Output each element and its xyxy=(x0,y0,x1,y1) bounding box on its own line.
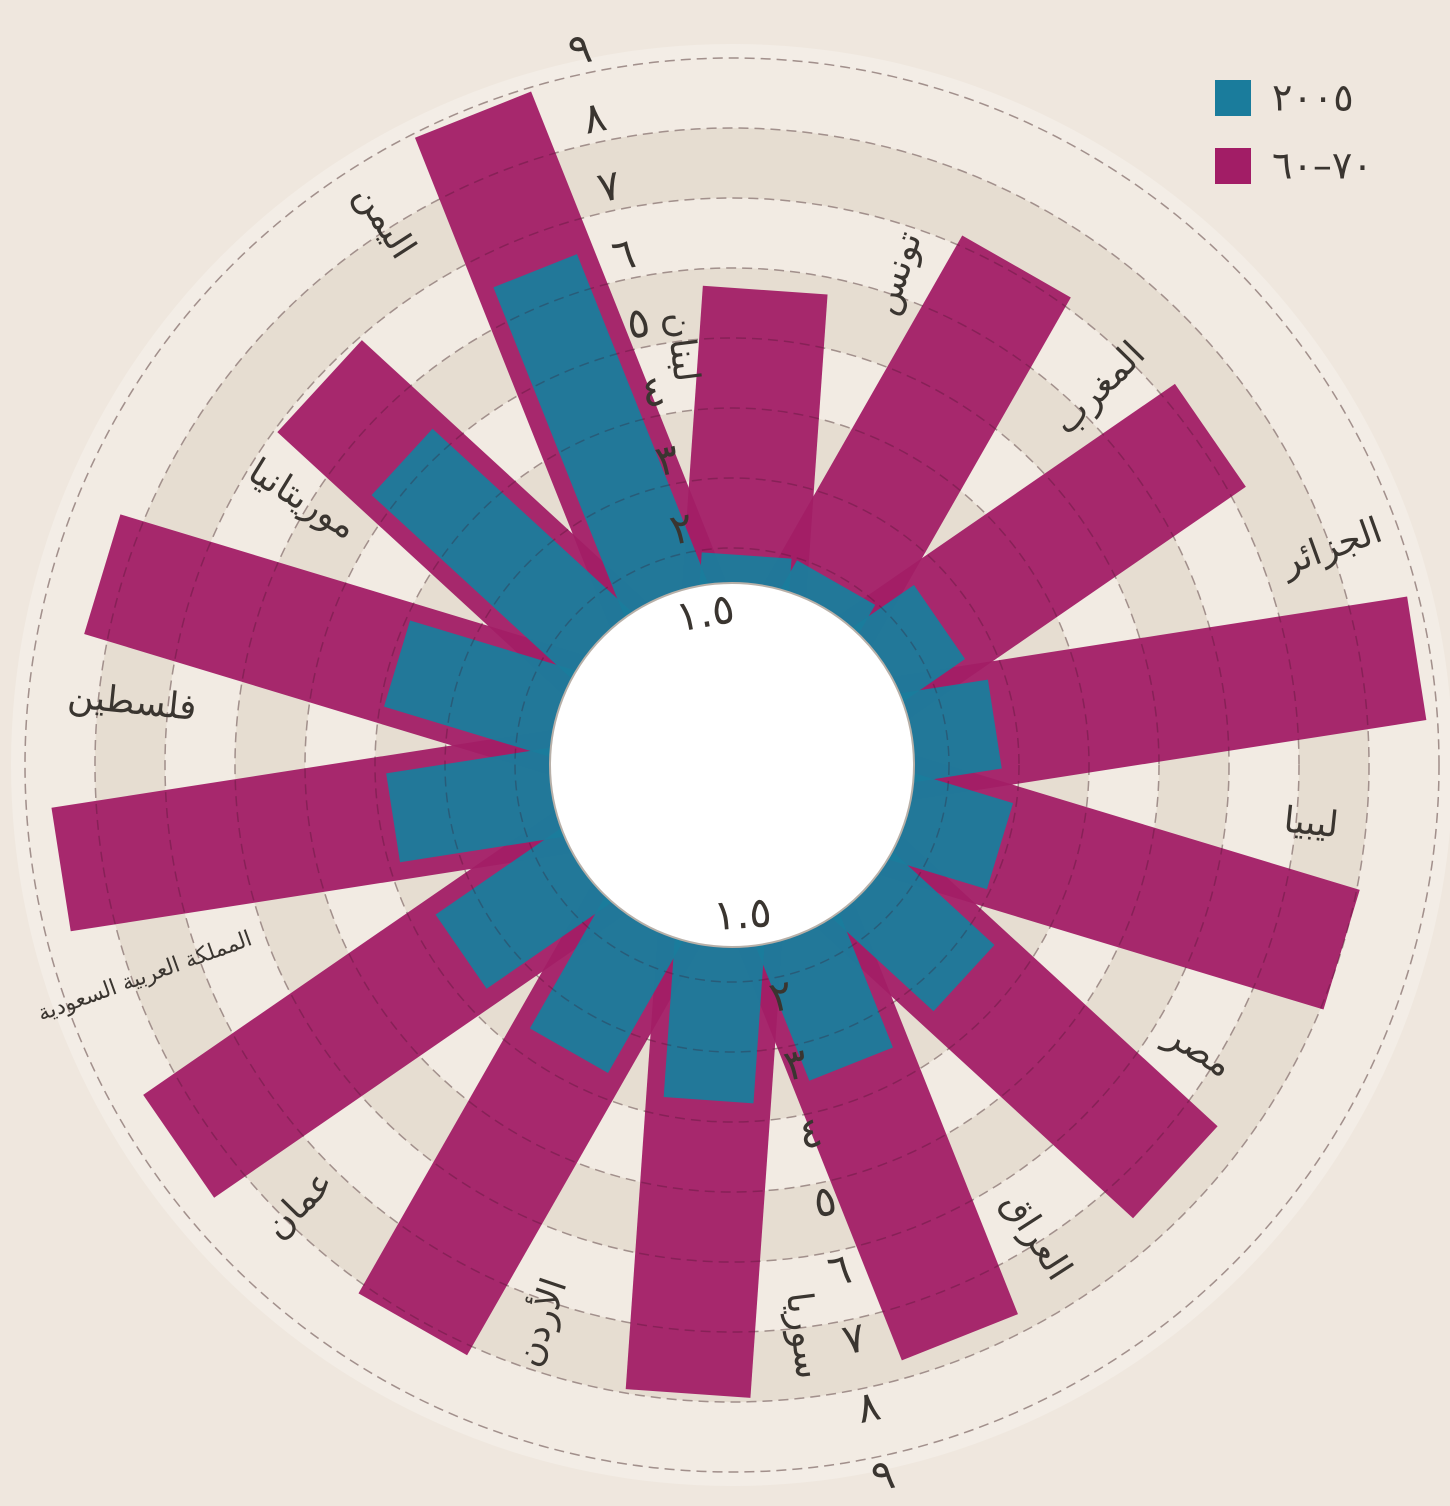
grid-circle xyxy=(304,337,1160,1193)
category-label: ليبيا xyxy=(1282,800,1340,846)
bar xyxy=(493,254,737,689)
grid-circle xyxy=(94,127,1370,1403)
legend-swatch xyxy=(1215,80,1251,116)
inner-circle xyxy=(549,582,915,948)
legend-label: ٢٠٠٥ xyxy=(1272,76,1354,120)
grid-line xyxy=(444,477,1020,1053)
y-tick-label: ١.٥ xyxy=(672,583,738,641)
y-tick-label: ١.٥ xyxy=(712,887,774,940)
grid-circle xyxy=(234,267,1230,1263)
grid-circle xyxy=(164,197,1300,1333)
grid-line xyxy=(234,267,1230,1263)
grid-line xyxy=(514,547,950,983)
grid-line xyxy=(24,57,1440,1473)
grid-line xyxy=(164,197,1300,1333)
legend-swatch xyxy=(1215,148,1251,184)
grid-circle xyxy=(24,57,1440,1473)
grid-line xyxy=(94,127,1370,1403)
legend-label: ٦٠–٧٠ xyxy=(1272,144,1373,188)
legend: ٢٠٠٥ ٦٠–٧٠ xyxy=(1215,76,1373,188)
category-label: لبنان xyxy=(658,310,707,385)
grid-line xyxy=(304,337,1160,1193)
grid-line xyxy=(374,407,1090,1123)
